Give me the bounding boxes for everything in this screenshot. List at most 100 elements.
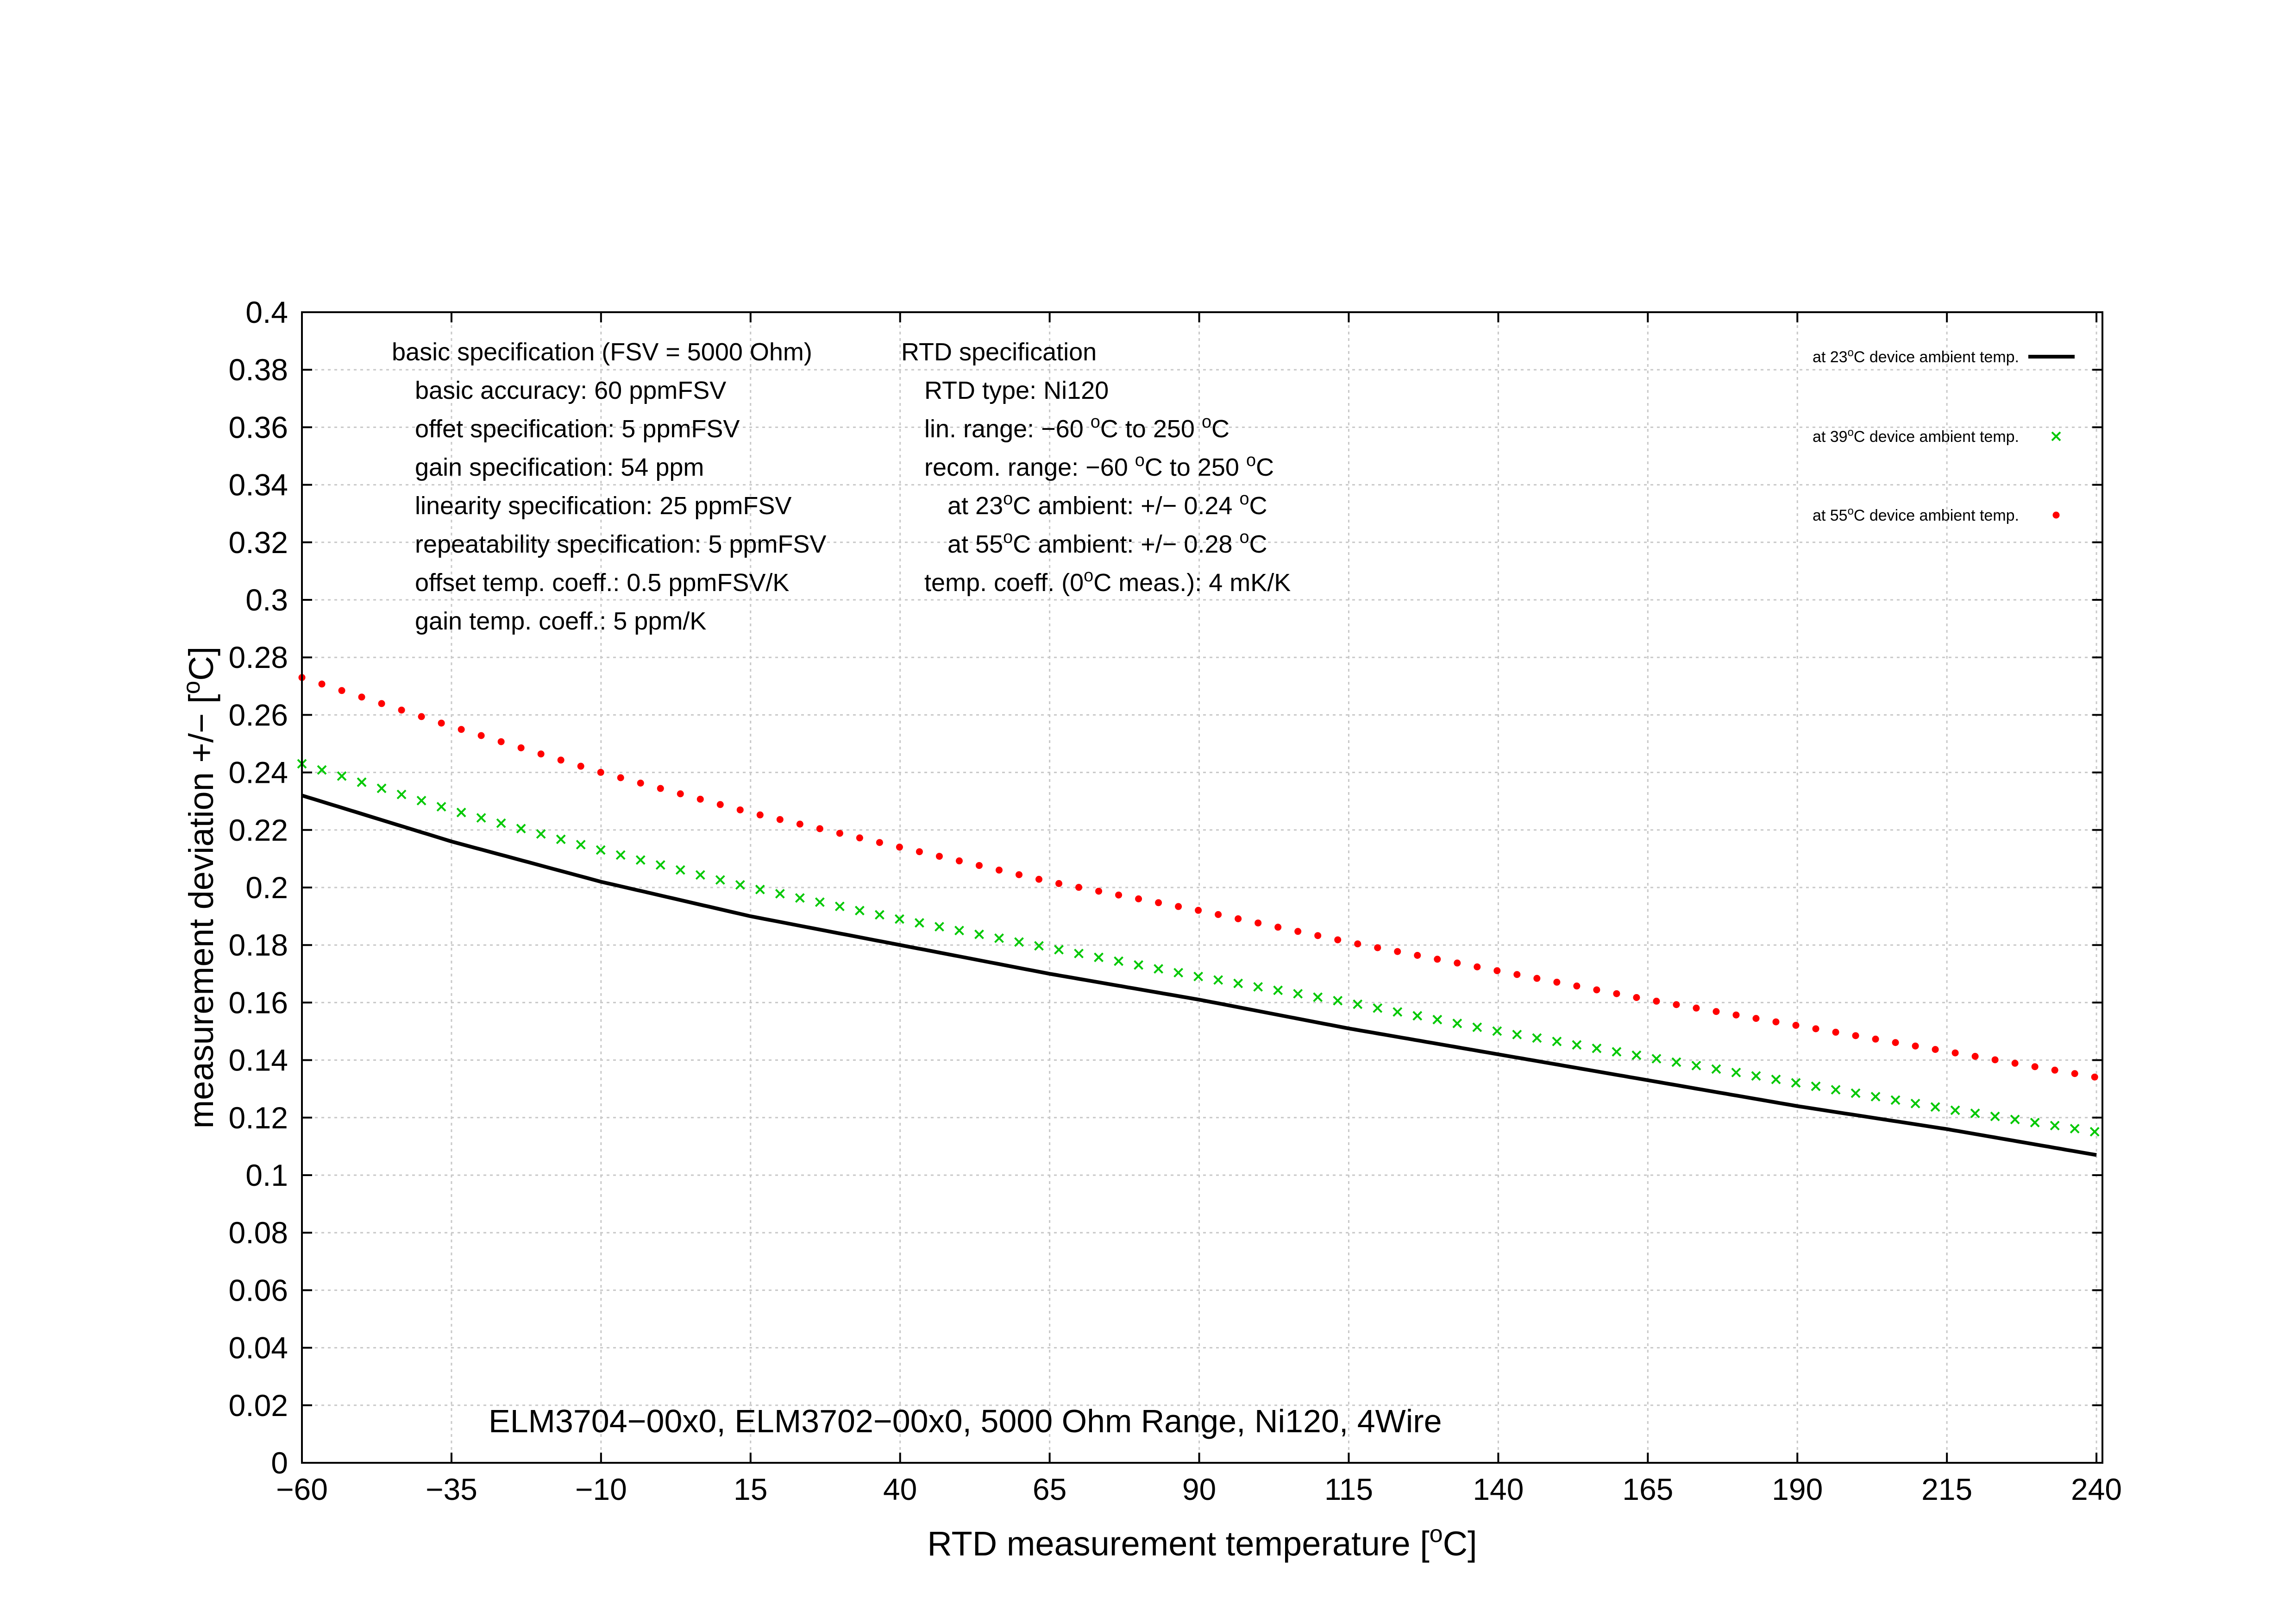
rtd-spec-line: at 23oC ambient: +/− 0.24 oC <box>947 489 1267 520</box>
data-point <box>954 925 964 936</box>
data-point <box>1014 937 1024 947</box>
data-point <box>1631 1050 1642 1060</box>
data-point <box>1454 959 1461 967</box>
data-point <box>418 713 425 720</box>
data-point <box>1472 1022 1482 1032</box>
basic-spec-line: offet specification: 5 ppmFSV <box>415 415 740 443</box>
data-point <box>795 893 805 903</box>
spec-annotations: basic specification (FSV = 5000 Ohm) basi… <box>392 338 1291 635</box>
series-2 <box>298 674 2098 1081</box>
data-point <box>874 910 885 920</box>
data-point <box>476 813 486 823</box>
data-point <box>338 687 345 694</box>
data-point <box>1135 895 1142 902</box>
data-point <box>1434 956 1441 963</box>
y-tick-label: 0.18 <box>229 928 288 962</box>
x-tick-label: 140 <box>1473 1472 1524 1506</box>
rtd-spec-line: recom. range: −60 oC to 250 oC <box>924 451 1274 481</box>
data-point <box>615 850 626 860</box>
basic-spec-line: offset temp. coeff.: 0.5 ppmFSV/K <box>415 569 789 597</box>
data-point <box>2050 1120 2060 1131</box>
data-point <box>1971 1053 1979 1060</box>
x-tick-label: 165 <box>1622 1472 1673 1506</box>
data-point <box>1075 884 1083 891</box>
data-point <box>1872 1035 1879 1043</box>
data-point <box>1513 971 1521 978</box>
data-point <box>438 719 445 727</box>
data-point <box>876 839 883 846</box>
data-point <box>1432 1014 1443 1025</box>
y-tick-label: 0.28 <box>229 640 288 674</box>
x-tick-label: −35 <box>426 1472 477 1506</box>
y-tick-label: 0.22 <box>229 813 288 847</box>
x-tick-label: 215 <box>1921 1472 1972 1506</box>
data-point <box>1175 903 1182 910</box>
data-point <box>816 825 823 832</box>
data-point <box>1852 1032 1859 1039</box>
data-point <box>995 866 1003 874</box>
data-point <box>1673 1001 1680 1008</box>
data-point <box>1293 988 1303 999</box>
rtd-spec-line: lin. range: −60 oC to 250 oC <box>924 412 1230 443</box>
basic-spec-line: linearity specification: 25 ppmFSV <box>415 492 791 520</box>
data-point <box>396 789 407 799</box>
data-point <box>1573 982 1581 990</box>
data-point <box>456 807 466 818</box>
data-point <box>896 843 903 851</box>
data-point <box>677 790 684 798</box>
series-1 <box>297 759 2100 1137</box>
data-point <box>635 855 646 865</box>
data-point <box>1851 1088 1861 1098</box>
text-layer: RTD measurement temperature [oC] measurem… <box>178 338 1477 1563</box>
legend-label: at 55oC device ambient temp. <box>1813 505 2019 525</box>
y-tick-label: 0.32 <box>229 525 288 560</box>
data-point <box>1633 994 1640 1001</box>
data-point <box>596 845 606 855</box>
data-point <box>2051 1066 2058 1074</box>
data-point <box>1792 1022 1800 1029</box>
data-point <box>2030 1117 2040 1127</box>
data-point <box>1831 1085 1841 1095</box>
data-point <box>337 771 347 781</box>
data-point <box>1932 1046 1939 1053</box>
data-point <box>1273 985 1283 995</box>
legend-entry: at 39oC device ambient temp. <box>1813 426 2061 446</box>
data-point <box>856 834 863 842</box>
legend-label: at 23oC device ambient temp. <box>1813 346 2019 366</box>
data-point <box>1115 891 1123 899</box>
data-point <box>1313 992 1323 1002</box>
y-tick-label: 0.4 <box>245 295 288 329</box>
data-point <box>716 801 724 808</box>
data-point <box>2091 1073 2098 1081</box>
data-point <box>2010 1114 2020 1125</box>
data-point <box>1890 1095 1901 1105</box>
data-point <box>1593 986 1600 994</box>
data-point <box>735 880 745 890</box>
data-point <box>1215 911 1222 918</box>
y-tick-label: 0.38 <box>229 352 288 387</box>
x-tick-label: −60 <box>276 1472 328 1506</box>
data-point <box>1532 1033 1542 1043</box>
data-point <box>836 830 843 837</box>
data-point <box>675 865 685 875</box>
data-point <box>1951 1049 1959 1057</box>
data-point <box>1990 1111 2000 1121</box>
data-point <box>497 738 505 745</box>
data-point <box>378 700 385 707</box>
data-point <box>894 914 904 924</box>
data-point <box>517 744 525 751</box>
data-point <box>617 774 624 781</box>
data-point <box>1193 971 1204 982</box>
basic-spec-line: gain temp. coeff.: 5 ppm/K <box>415 607 706 635</box>
y-tick-label: 0.14 <box>229 1043 288 1077</box>
data-point <box>1035 875 1042 883</box>
data-point <box>1910 1098 1920 1108</box>
data-point <box>1512 1030 1522 1039</box>
data-point <box>1751 1071 1761 1081</box>
basic-spec-line: gain specification: 54 ppm <box>415 453 704 481</box>
data-point <box>1592 1043 1602 1053</box>
data-point <box>1552 1036 1562 1046</box>
x-tick-label: 65 <box>1033 1472 1066 1506</box>
data-point <box>695 870 705 880</box>
data-point <box>1412 1011 1423 1021</box>
